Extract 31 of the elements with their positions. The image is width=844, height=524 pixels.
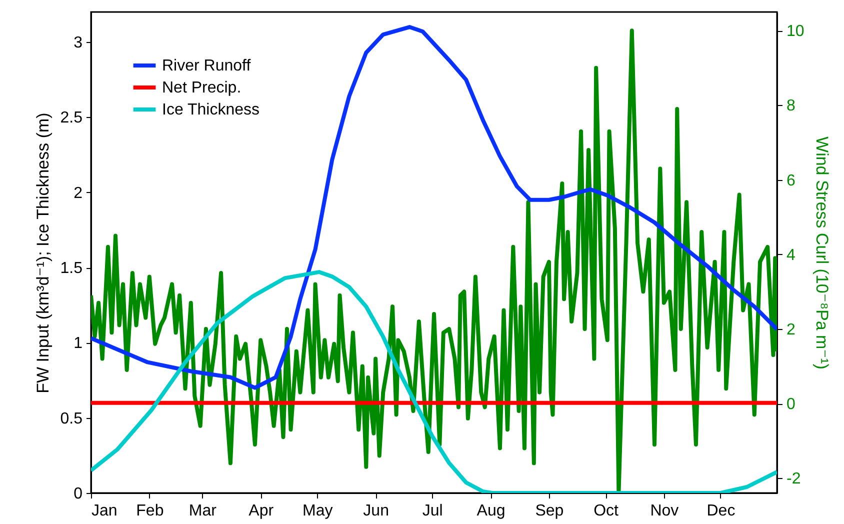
y-axis-title: FW Input (km³d⁻¹); Ice Thickness (m) [33, 112, 52, 394]
y2-tick-label: -2 [786, 470, 801, 488]
y-tick-label: 2.5 [60, 110, 83, 127]
legend-label: River Runoff [162, 58, 252, 74]
x-tick-label: Oct [594, 502, 619, 520]
y2-tick-label: 2 [786, 321, 796, 338]
x-tick-label: Jan [92, 502, 118, 520]
x-tick-label: Nov [650, 502, 679, 520]
y-tick-label: 0.5 [60, 410, 83, 428]
y2-tick-label: 10 [786, 23, 804, 40]
y2-tick-label: 0 [786, 396, 796, 414]
x-tick-label: Apr [248, 502, 274, 520]
y-tick-label: 1 [74, 335, 83, 352]
x-tick-label: Feb [136, 502, 164, 520]
x-tick-label: Jul [422, 502, 443, 520]
y-tick-label: 2 [74, 184, 83, 202]
x-tick-label: Aug [476, 502, 506, 520]
y2-tick-label: 8 [786, 98, 796, 115]
x-tick-label: Mar [188, 502, 218, 520]
y-tick-label: 1.5 [60, 260, 83, 278]
x-tick-label: May [302, 502, 333, 520]
legend-label: Ice Thickness [162, 102, 260, 118]
y-tick-label: 0 [74, 486, 83, 502]
x-tick-label: Dec [706, 502, 736, 520]
x-tick-label: Jun [363, 502, 389, 520]
y2-axis-title: Wind Stress Curl (10⁻⁸Pa m⁻¹) [812, 136, 832, 370]
y2-tick-label: 4 [786, 246, 796, 264]
y-tick-label: 3 [74, 34, 83, 52]
x-tick-label: Sep [535, 502, 564, 520]
y2-tick-label: 6 [786, 172, 796, 190]
legend-label: Net Precip. [162, 80, 242, 96]
